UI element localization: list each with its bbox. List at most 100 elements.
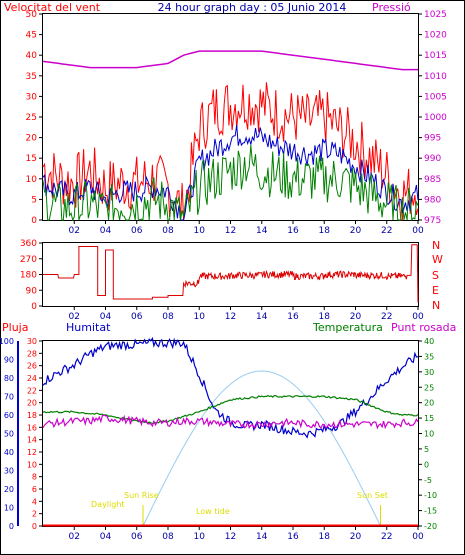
lower-xtick-label: 10: [194, 532, 206, 542]
dewpoint-title: Punt rosada: [391, 321, 456, 334]
temperature-ytick-label: 40: [424, 337, 434, 346]
direction-letter-n-bottom: N: [432, 299, 440, 312]
humidity-ytick-label: 70: [4, 393, 14, 402]
humidity-ytick-label: 0: [9, 522, 14, 531]
direction-xtick-label: 20: [350, 312, 362, 322]
direction-ytick-label: 180: [20, 271, 37, 281]
rain-ytick-label: 12: [27, 448, 37, 457]
wind-xtick-label: 02: [69, 226, 80, 236]
direction-xtick-label: 12: [225, 312, 236, 322]
rain-ytick-label: 8: [32, 473, 37, 482]
direction-letter-w: W: [432, 253, 443, 266]
wind-xtick-label: 18: [319, 226, 331, 236]
wind-xtick-label: 20: [350, 226, 362, 236]
rain-ytick-label: 20: [27, 399, 37, 408]
graph-title: 24 hour graph day : 05 Junio 2014: [158, 1, 347, 14]
humidity-ytick-label: 10: [4, 504, 14, 513]
humidity-ytick-label: 60: [4, 411, 14, 420]
direction-letter-n-top: N: [432, 239, 440, 252]
humidity-ytick-label: 30: [4, 467, 14, 476]
direction-xtick-label: 08: [162, 312, 174, 322]
wind-ytick-label: 50: [26, 10, 38, 20]
humidity-ytick-label: 90: [4, 356, 14, 365]
direction-panel-group: 0 90 180 270 360 02 04 06 08 10 12 14 16 18 20 22 00: [20, 239, 424, 322]
lower-xtick-label: 02: [69, 532, 80, 542]
direction-xtick-label: 02: [69, 312, 80, 322]
temperature-title: Temperatura: [312, 321, 383, 334]
pressure-ytick-label: 980: [424, 195, 441, 205]
temperature-ytick-label: 10: [424, 430, 434, 439]
wind-ytick-label: 10: [26, 175, 38, 185]
sun-rise-label: Sun Rise: [124, 491, 159, 500]
wind-ytick-label: 45: [26, 31, 37, 41]
wind-speed-title: Velocitat del vent: [4, 1, 101, 14]
temperature-ytick-label: -10: [424, 491, 437, 500]
temperature-ytick-label: -15: [424, 507, 437, 516]
wind-ytick-label: 20: [26, 134, 38, 144]
sun-set-label: Sun Set: [357, 491, 388, 500]
temperature-ytick-label: 30: [424, 368, 434, 377]
temperature-ytick-label: 15: [424, 414, 434, 423]
wind-ytick-label: 35: [26, 72, 37, 82]
wind-direction-series: [43, 244, 419, 303]
direction-letter-s: S: [432, 269, 439, 282]
temperature-ytick-label: 20: [424, 399, 434, 408]
dewpoint-series: [42, 414, 419, 430]
pressure-ytick-label: 1015: [424, 51, 447, 61]
temperature-ytick-label: 35: [424, 352, 434, 361]
pressure-title: Pressió: [372, 1, 411, 14]
wind-xtick-label: 06: [131, 226, 143, 236]
pressure-ytick-label: 975: [424, 216, 441, 226]
direction-xtick-label: 14: [256, 312, 268, 322]
rain-ytick-label: 10: [27, 460, 37, 469]
wind-xtick-label: 22: [381, 226, 392, 236]
pressure-ytick-label: 1005: [424, 92, 447, 102]
lower-xtick-label: 06: [131, 532, 143, 542]
wind-xtick-label: 14: [256, 226, 268, 236]
rain-ytick-label: 14: [27, 436, 37, 445]
lower-xtick-label: 16: [287, 532, 299, 542]
pressure-ytick-label: 1025: [424, 10, 447, 20]
wind-ytick-label: 15: [26, 154, 37, 164]
direction-xtick-label: 18: [319, 312, 331, 322]
wind-ytick-label: 30: [26, 92, 38, 102]
pressure-ytick-label: 1020: [424, 31, 447, 41]
humidity-ytick-label: 20: [4, 485, 14, 494]
pressure-ytick-label: 990: [424, 154, 441, 164]
temperature-ytick-label: 5: [424, 445, 429, 454]
rain-ytick-label: 22: [27, 386, 37, 395]
direction-xtick-label: 10: [194, 312, 206, 322]
wind-ytick-label: 0: [31, 216, 37, 226]
humidity-ytick-label: 50: [4, 430, 14, 439]
direction-xtick-label: 22: [381, 312, 392, 322]
temperature-ytick-label: 25: [424, 383, 434, 392]
daylight-label: Daylight: [91, 500, 125, 509]
rain-ytick-label: 16: [27, 423, 37, 432]
pressure-ytick-label: 995: [424, 134, 441, 144]
solar-radiation-curve: [142, 370, 381, 527]
temperature-ytick-label: 0: [424, 460, 429, 469]
rain-ytick-label: 4: [32, 497, 37, 506]
lower-xtick-label: 04: [100, 532, 112, 542]
temperature-ytick-label: -5: [424, 476, 432, 485]
rain-title: Pluja: [2, 321, 28, 334]
humidity-title: Humitat: [66, 321, 111, 334]
wind-xtick-label: 00: [412, 226, 424, 236]
direction-ytick-label: 360: [20, 239, 37, 249]
pressure-series: [42, 50, 418, 71]
wind-xtick-label: 16: [287, 226, 299, 236]
lower-xtick-label: 12: [225, 532, 236, 542]
direction-letter-e: E: [432, 284, 439, 297]
rain-ytick-label: 0: [32, 522, 37, 531]
lower-xtick-label: 22: [381, 532, 392, 542]
rain-ytick-label: 24: [27, 374, 37, 383]
rain-ytick-label: 28: [27, 349, 37, 358]
wind-low-series: [42, 144, 419, 222]
wind-xtick-label: 04: [100, 226, 112, 236]
pressure-ytick-label: 1000: [424, 113, 447, 123]
direction-ytick-label: 0: [31, 302, 37, 312]
lower-xtick-label: 08: [162, 532, 174, 542]
lower-xtick-label: 00: [412, 532, 424, 542]
